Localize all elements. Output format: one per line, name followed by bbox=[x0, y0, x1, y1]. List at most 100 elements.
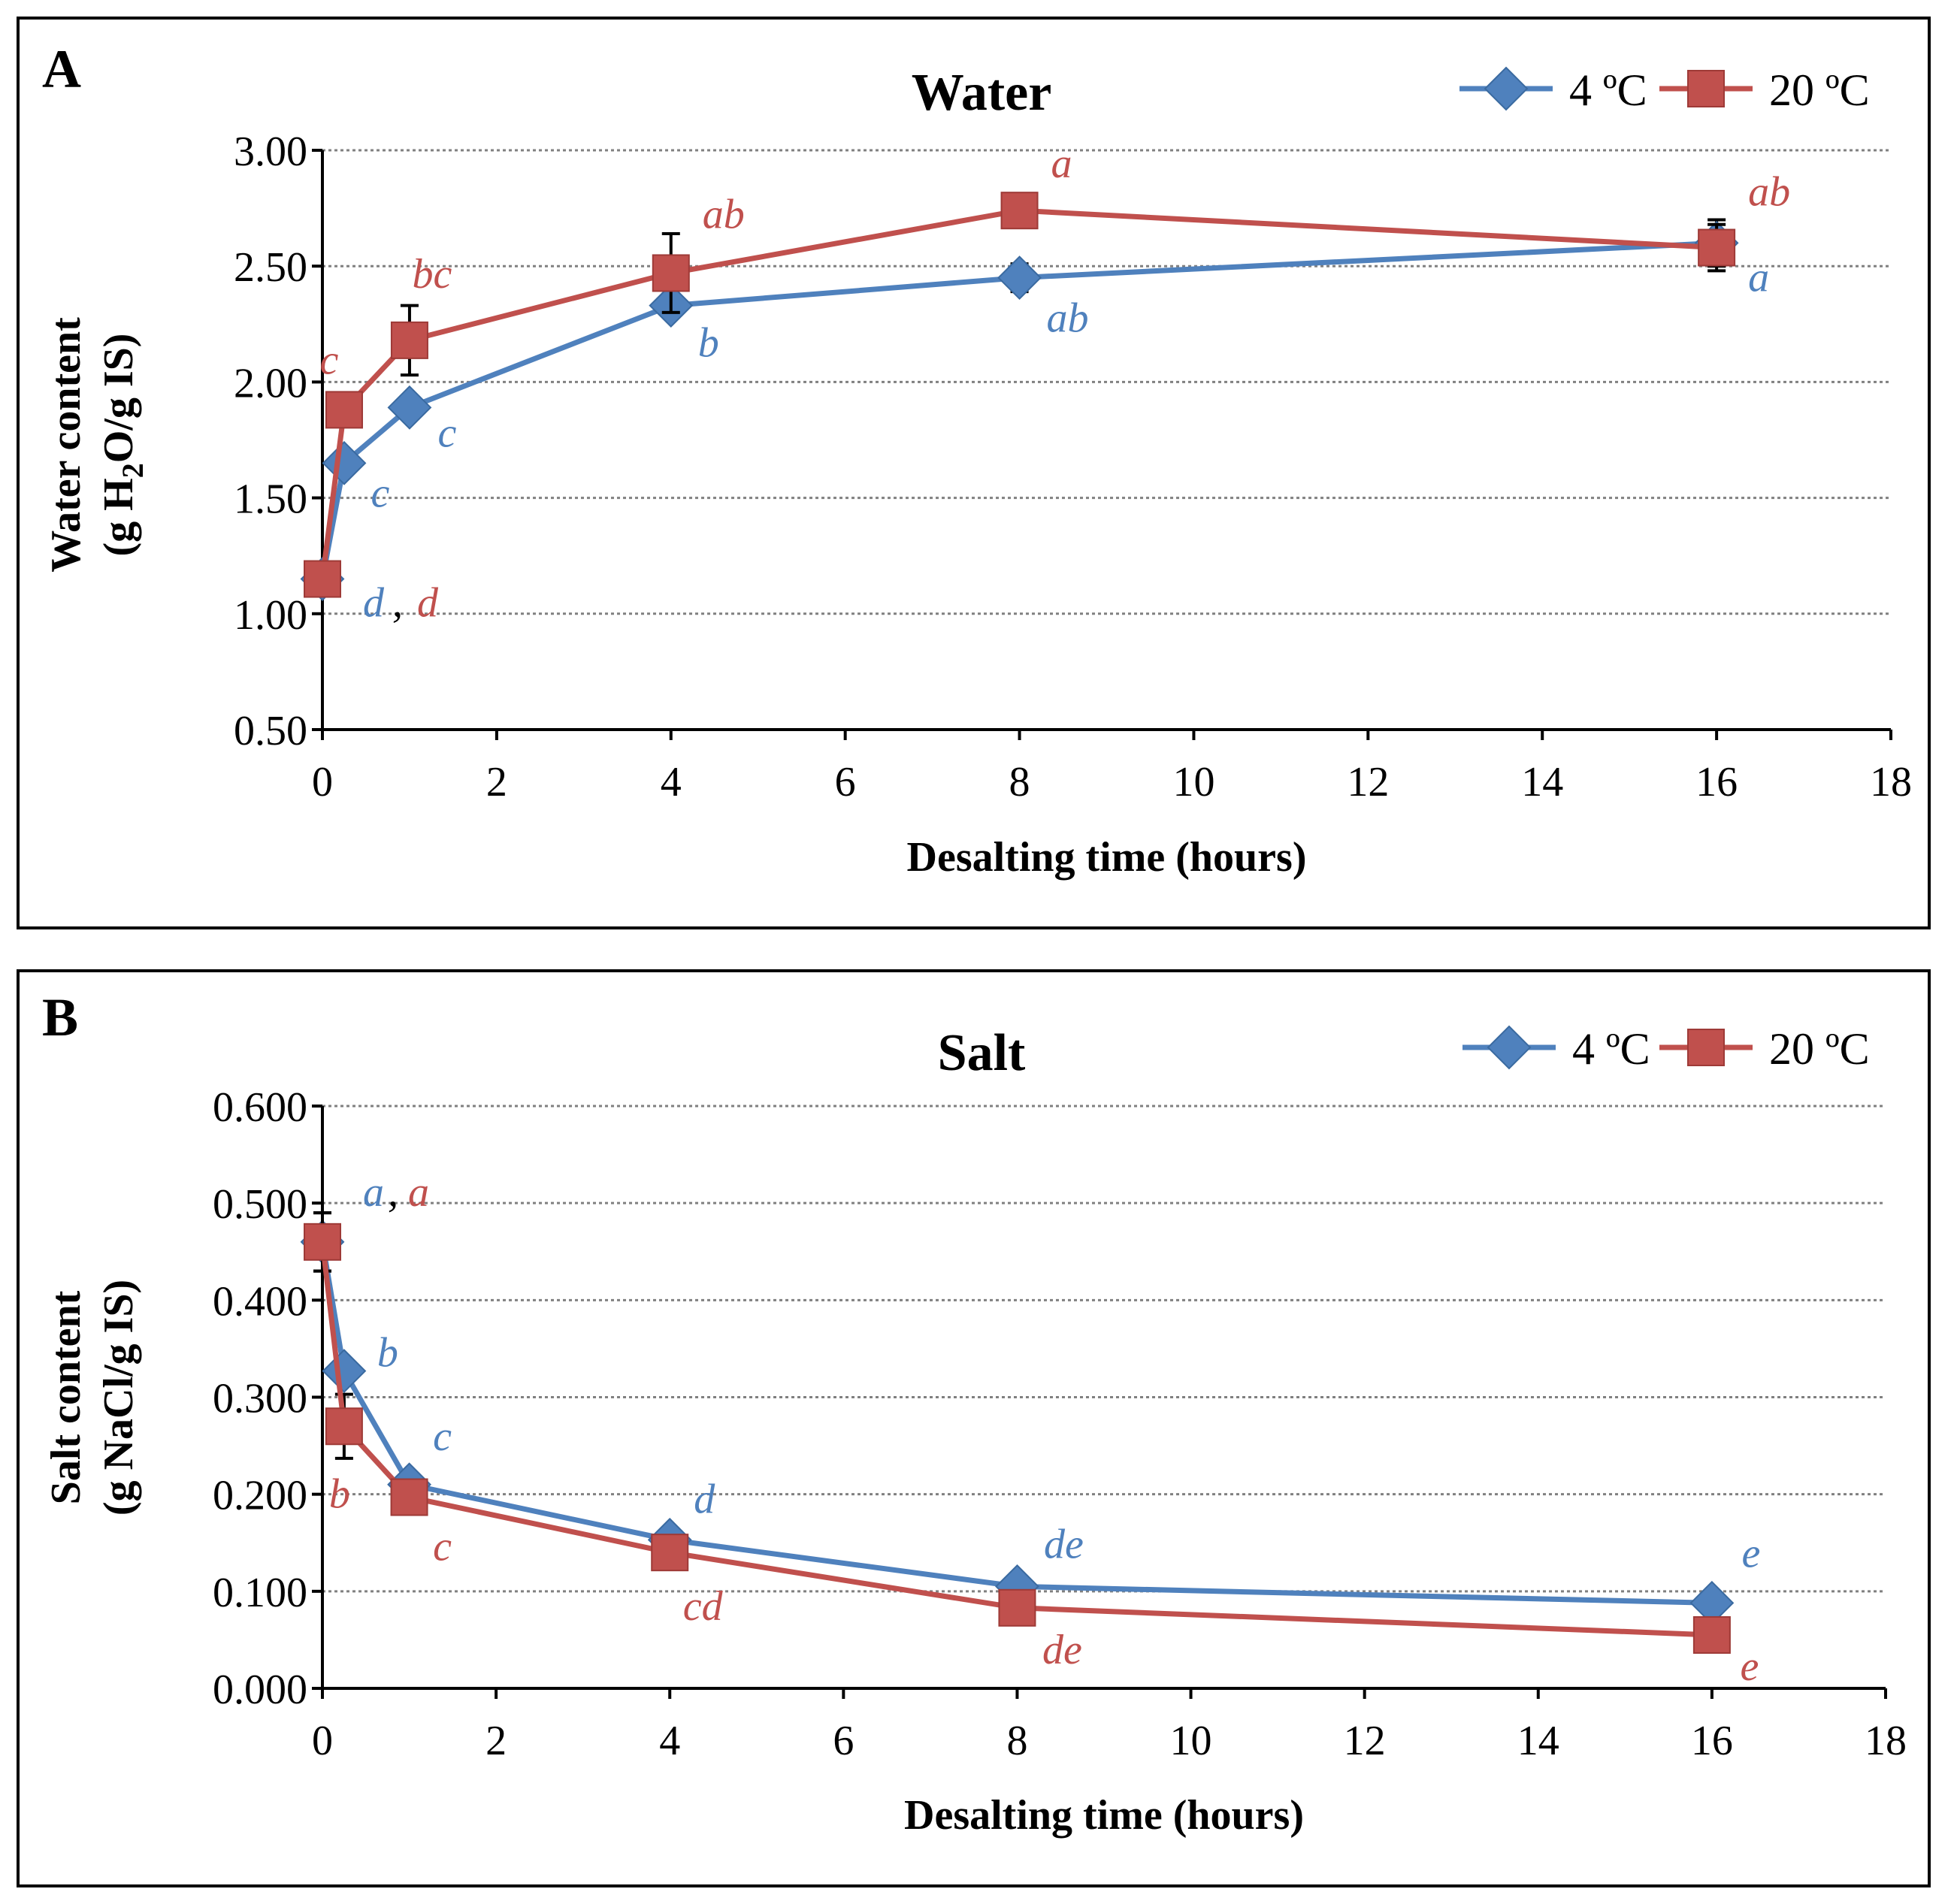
y-axis-title-line2: (g H2O/g IS) bbox=[95, 334, 150, 557]
square-marker bbox=[1687, 1029, 1725, 1066]
y-tick-label: 0.600 bbox=[213, 1084, 307, 1131]
square-marker bbox=[304, 1222, 341, 1261]
significance-letter: c bbox=[371, 470, 390, 516]
x-tick-label: 0 bbox=[312, 1718, 333, 1764]
diamond-marker bbox=[1487, 1025, 1532, 1070]
x-tick-label: 6 bbox=[833, 1718, 854, 1764]
panel-label: A bbox=[42, 39, 81, 99]
square-marker bbox=[1000, 192, 1039, 230]
letter-separator: , bbox=[392, 580, 403, 627]
y-tick-label: 1.50 bbox=[234, 476, 307, 523]
series-line bbox=[319, 240, 1717, 580]
y-tick-label: 0.400 bbox=[213, 1278, 307, 1325]
series-4c: d c c b ab a bbox=[300, 218, 1769, 627]
significance-letter: ab bbox=[1047, 295, 1089, 342]
square-marker bbox=[1692, 1615, 1731, 1654]
significance-letter: e bbox=[1740, 1643, 1759, 1690]
y-tick-label: 2.50 bbox=[234, 244, 307, 291]
y-tick-label: 0.100 bbox=[213, 1570, 307, 1616]
square-marker bbox=[998, 1588, 1036, 1627]
x-tick-label: 18 bbox=[1865, 1718, 1907, 1764]
y-axis-title-part: O/g IS) bbox=[95, 334, 142, 464]
significance-letter: b bbox=[329, 1470, 350, 1517]
significance-letter: de bbox=[1042, 1627, 1082, 1673]
square-marker bbox=[390, 321, 428, 359]
significance-letter: a bbox=[1748, 254, 1769, 301]
x-tick-label: 12 bbox=[1344, 1718, 1386, 1764]
significance-letter: ab bbox=[703, 191, 745, 237]
significance-letter: c bbox=[433, 1524, 452, 1570]
series-line bbox=[319, 207, 1717, 579]
diamond-marker bbox=[322, 440, 367, 485]
significance-letter: b bbox=[698, 320, 719, 367]
square-marker bbox=[325, 1407, 363, 1446]
square-marker bbox=[304, 560, 341, 598]
legend: 4 ºC 20 ºC bbox=[1459, 65, 1870, 115]
significance-letter: a bbox=[1051, 141, 1072, 187]
chart-title: Water bbox=[912, 64, 1052, 122]
x-axis-title: Desalting time (hours) bbox=[907, 834, 1307, 881]
x-tick-label: 12 bbox=[1347, 759, 1389, 805]
y-tick-label: 1.00 bbox=[234, 592, 307, 639]
significance-letter: d bbox=[417, 580, 439, 627]
panel-a-water-chart: A Water 0.50 1.00 1.50 2.00 2.50 3.00 0 2 4 6 8 10 12 1… bbox=[17, 17, 1931, 929]
x-tick-label: 6 bbox=[835, 759, 856, 805]
x-axis-title: Desalting time (hours) bbox=[904, 1792, 1304, 1839]
y-tick-label: 0.50 bbox=[234, 708, 307, 754]
significance-letter: bc bbox=[413, 251, 452, 298]
x-tick-label: 0 bbox=[312, 759, 333, 805]
y-tick-label: 0.200 bbox=[213, 1473, 307, 1519]
x-tick-label: 14 bbox=[1517, 1718, 1559, 1764]
significance-letter: d bbox=[363, 580, 385, 627]
legend-label: 20 ºC bbox=[1769, 1024, 1870, 1074]
legend: 4 ºC 20 ºC bbox=[1462, 1024, 1870, 1074]
x-tick-label: 4 bbox=[661, 759, 682, 805]
diamond-marker bbox=[322, 1349, 367, 1394]
diamond-marker bbox=[1484, 66, 1529, 111]
legend-label: 20 ºC bbox=[1769, 65, 1870, 115]
square-marker bbox=[1698, 228, 1736, 267]
diamond-marker bbox=[387, 385, 432, 430]
y-axis-title-line2: (g NaCl/g IS) bbox=[95, 1280, 142, 1516]
significance-letter: de bbox=[1044, 1521, 1084, 1567]
significance-letter: a bbox=[408, 1169, 429, 1216]
square-marker bbox=[325, 391, 363, 429]
x-tick-label: 16 bbox=[1695, 759, 1738, 805]
significance-letter: ab bbox=[1748, 169, 1790, 216]
panel-b-salt-chart: B Salt 0.000 0.100 0.200 0.300 0.400 0.500 0.600… bbox=[17, 969, 1931, 1887]
y-tick-label: 3.00 bbox=[234, 128, 307, 175]
significance-letter: cd bbox=[683, 1583, 724, 1630]
water-chart-svg: A Water 0.50 1.00 1.50 2.00 2.50 3.00 0 2 4 6 8 10 12 1… bbox=[42, 39, 1912, 881]
x-tick-label: 10 bbox=[1170, 1718, 1212, 1764]
significance-letter: e bbox=[1741, 1530, 1760, 1576]
significance-letter: c bbox=[438, 410, 457, 456]
y-tick-label: 0.500 bbox=[213, 1181, 307, 1228]
chart-title: Salt bbox=[938, 1024, 1026, 1082]
y-axis-title-line1: Water content bbox=[43, 317, 89, 573]
x-tick-label: 16 bbox=[1691, 1718, 1733, 1764]
salt-chart-svg: B Salt 0.000 0.100 0.200 0.300 0.400 0.500 0.600… bbox=[42, 987, 1907, 1839]
x-tick-label: 18 bbox=[1870, 759, 1912, 805]
y-axis-title-subscript: 2 bbox=[116, 463, 150, 478]
y-tick-label: 0.000 bbox=[213, 1667, 307, 1713]
significance-letter: d bbox=[694, 1476, 715, 1522]
x-tick-label: 10 bbox=[1172, 759, 1214, 805]
x-tick-label: 8 bbox=[1006, 1718, 1027, 1764]
square-marker bbox=[1687, 70, 1725, 107]
y-axis-title-part: (g H bbox=[95, 478, 142, 556]
significance-letter: a bbox=[363, 1169, 384, 1216]
square-marker bbox=[390, 1478, 428, 1516]
legend-label: 4 ºC bbox=[1569, 65, 1647, 115]
significance-letter: c bbox=[433, 1413, 452, 1460]
y-axis-title-line1: Salt content bbox=[43, 1290, 89, 1504]
x-tick-label: 4 bbox=[659, 1718, 680, 1764]
series-line bbox=[319, 1241, 1713, 1638]
y-tick-label: 2.00 bbox=[234, 360, 307, 406]
square-marker bbox=[652, 254, 690, 292]
legend-label: 4 ºC bbox=[1572, 1024, 1650, 1074]
x-tick-label: 14 bbox=[1521, 759, 1563, 805]
significance-letter: b bbox=[377, 1330, 398, 1377]
